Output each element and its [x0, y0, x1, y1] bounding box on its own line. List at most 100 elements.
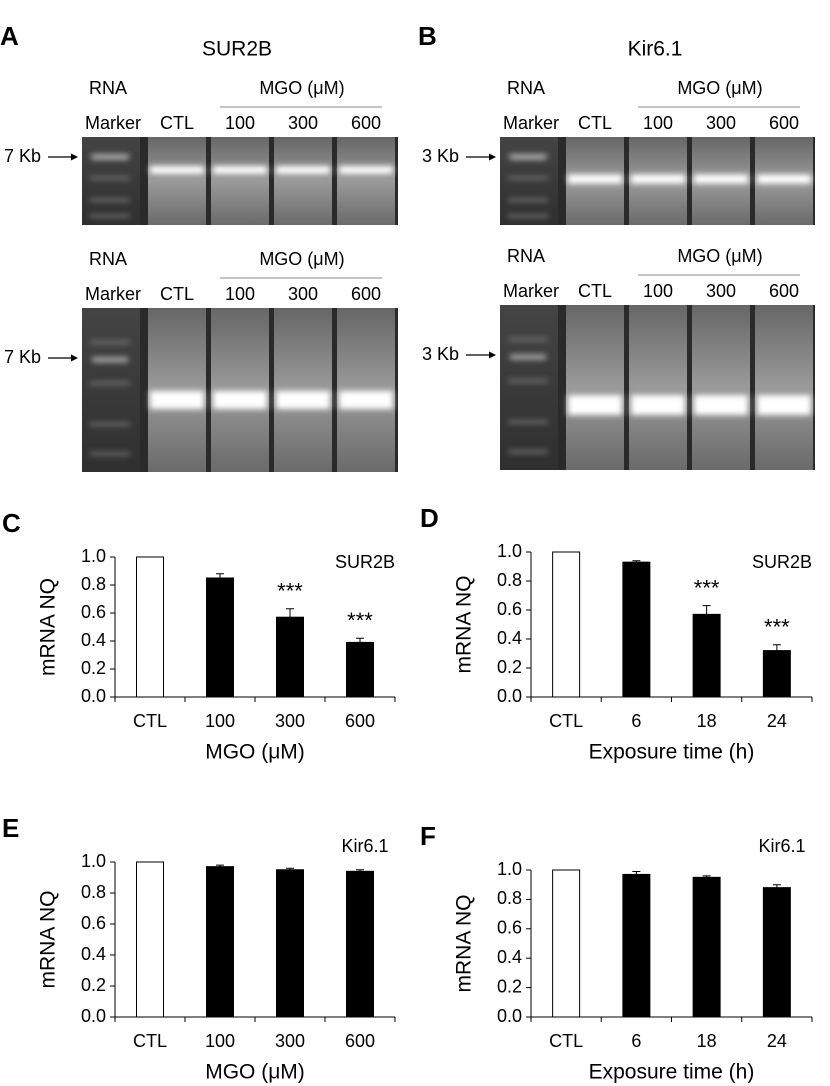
bar: [206, 866, 234, 1018]
gel-lane: [755, 305, 813, 470]
error-bar: [632, 560, 641, 563]
x-axis-title: MGO (μM): [205, 1061, 305, 1084]
marker-lane: [500, 305, 558, 470]
y-tick-label: 0.6: [497, 599, 522, 619]
panel-letter: C: [2, 508, 21, 538]
error-bar: [286, 608, 294, 618]
bar: [552, 869, 581, 1018]
series-label: SUR2B: [335, 552, 395, 572]
x-tick-label: CTL: [133, 711, 167, 731]
error-bar: [772, 644, 781, 651]
marker-label: Marker: [85, 284, 141, 304]
gel-lane: [692, 305, 750, 470]
y-tick-label: 1.0: [81, 851, 106, 871]
size-arrowhead: [489, 351, 496, 359]
x-tick-label: 18: [697, 1031, 717, 1051]
y-tick-label: 0.0: [81, 1006, 106, 1026]
bar: [346, 641, 374, 698]
x-tick-label: CTL: [133, 1031, 167, 1051]
x-axis-title: Exposure time (h): [589, 741, 755, 764]
marker-band: [508, 198, 548, 202]
error-bar: [216, 573, 224, 578]
rna-band: [568, 395, 622, 415]
x-tick-label: 6: [631, 1031, 641, 1051]
lane-label: 300: [288, 284, 318, 304]
marker-label: Marker: [85, 113, 141, 133]
bar: [552, 551, 581, 698]
marker-band: [508, 450, 548, 454]
y-tick-label: 0.2: [497, 657, 522, 677]
marker-lane: [82, 137, 140, 225]
lane-label: 300: [288, 113, 318, 133]
lane-label: 600: [351, 284, 381, 304]
rna-label: RNA: [89, 249, 127, 269]
group-label: MGO (μM): [677, 78, 762, 98]
marker-band: [90, 176, 130, 180]
panel-letter: A: [0, 21, 19, 51]
x-tick-label: CTL: [549, 711, 583, 731]
lane-label: 300: [706, 281, 736, 301]
rna-band: [631, 395, 685, 415]
x-tick-label: 6: [631, 711, 641, 731]
error-bar: [356, 637, 364, 643]
marker-label: Marker: [503, 281, 559, 301]
marker-band: [508, 214, 548, 218]
y-tick-label: 0.4: [497, 628, 522, 648]
marker-lane: [500, 137, 558, 225]
x-axis-title: Exposure time (h): [589, 1061, 755, 1084]
rna-band: [757, 174, 811, 184]
significance: ***: [347, 608, 373, 633]
significance: ***: [277, 579, 303, 604]
bar: [276, 869, 304, 1018]
rna-band: [276, 166, 330, 174]
lane-label: CTL: [578, 281, 612, 301]
size-label: 7 Kb: [4, 146, 41, 166]
x-tick-label: 100: [205, 1031, 235, 1051]
group-label: MGO (μM): [259, 78, 344, 98]
rna-band: [757, 395, 811, 415]
rna-band: [339, 391, 393, 409]
gel-lane: [337, 308, 395, 472]
y-axis-title: mRNA NQ: [453, 894, 476, 992]
rna-band: [150, 166, 204, 174]
bar: [136, 861, 164, 1018]
marker-band: [90, 340, 130, 344]
marker-band: [92, 357, 128, 363]
y-tick-label: 0.8: [81, 574, 106, 594]
marker-band: [90, 198, 130, 202]
lane-label: CTL: [578, 113, 612, 133]
x-tick-label: 300: [275, 711, 305, 731]
y-tick-label: 0.2: [81, 975, 106, 995]
lane-label: 600: [769, 281, 799, 301]
rna-label: RNA: [507, 78, 545, 98]
x-tick-label: 24: [767, 711, 787, 731]
bar: [346, 870, 374, 1018]
bar: [622, 561, 651, 698]
panel-title: Kir6.1: [628, 38, 683, 61]
y-tick-label: 0.8: [497, 888, 522, 908]
group-label: MGO (μM): [259, 249, 344, 269]
marker-label: Marker: [503, 113, 559, 133]
error-bar: [216, 864, 224, 867]
bar: [692, 613, 721, 698]
rna-band: [631, 174, 685, 184]
size-label: 3 Kb: [422, 344, 459, 364]
gel-lane: [337, 137, 395, 225]
marker-band: [90, 452, 130, 456]
gel-lane: [629, 305, 687, 470]
y-tick-label: 0.2: [497, 976, 522, 996]
lane-label: CTL: [160, 113, 194, 133]
lane-label: 600: [351, 113, 381, 133]
error-bar: [772, 884, 781, 888]
marker-lane: [82, 308, 140, 472]
size-arrowhead: [71, 153, 78, 161]
y-axis-title: mRNA NQ: [37, 890, 60, 988]
x-tick-label: 24: [767, 1031, 787, 1051]
rna-band: [213, 391, 267, 409]
bar: [762, 887, 791, 1018]
y-tick-label: 1.0: [81, 546, 106, 566]
panel-letter: B: [418, 21, 437, 51]
y-tick-label: 1.0: [497, 859, 522, 879]
